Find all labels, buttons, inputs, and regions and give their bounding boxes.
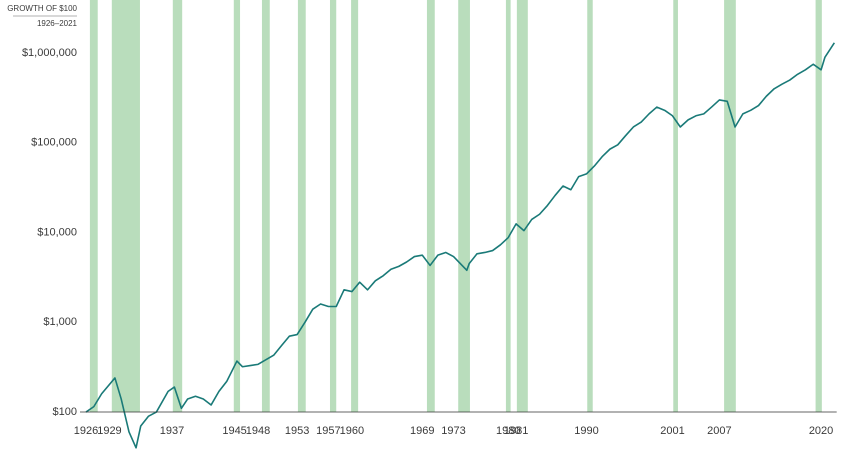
x-tick-label: 1953 [285, 425, 309, 437]
shaded-period [587, 0, 593, 412]
shaded-period [297, 0, 306, 412]
shaded-period [724, 0, 736, 412]
x-tick-label: 2007 [707, 425, 731, 437]
y-tick-label: $100,000 [31, 137, 77, 149]
x-tick-label: 1945 [222, 425, 246, 437]
x-tick-label: 1969 [410, 425, 434, 437]
x-tick-label: 1973 [441, 425, 465, 437]
shaded-period [89, 0, 98, 412]
y-tick-label: $1,000 [43, 316, 77, 328]
y-tick-label: $1,000,000 [22, 47, 77, 59]
chart-subtitle: 1926–2021 [37, 19, 78, 28]
shaded-period [233, 0, 241, 412]
y-tick-label: $100 [53, 406, 77, 418]
x-tick-label: 2020 [809, 425, 833, 437]
shaded-period [516, 0, 528, 412]
x-tick-label: 1926 [74, 425, 98, 437]
x-tick-label: 2001 [660, 425, 684, 437]
x-tick-label: 1990 [574, 425, 598, 437]
shaded-period [673, 0, 678, 412]
y-tick-label: $10,000 [37, 226, 77, 238]
x-tick-label: 1960 [340, 425, 364, 437]
shaded-period [172, 0, 183, 412]
shaded-period [458, 0, 470, 412]
chart-title: GROWTH OF $100 [7, 4, 77, 13]
x-tick-label: 1980 [496, 425, 520, 437]
shaded-period [111, 0, 140, 412]
x-tick-label: 1981 [504, 425, 528, 437]
shaded-period [329, 0, 337, 412]
x-tick-label: 1957 [316, 425, 340, 437]
x-tick-label: 1937 [160, 425, 184, 437]
line [85, 42, 836, 449]
x-tick-label: 1929 [97, 425, 121, 437]
shaded-period [351, 0, 359, 412]
shaded-period [815, 0, 822, 412]
x-tick-label: 1948 [246, 425, 270, 437]
shaded-period [261, 0, 270, 412]
shaded-period [505, 0, 511, 412]
shaded-period [426, 0, 435, 412]
